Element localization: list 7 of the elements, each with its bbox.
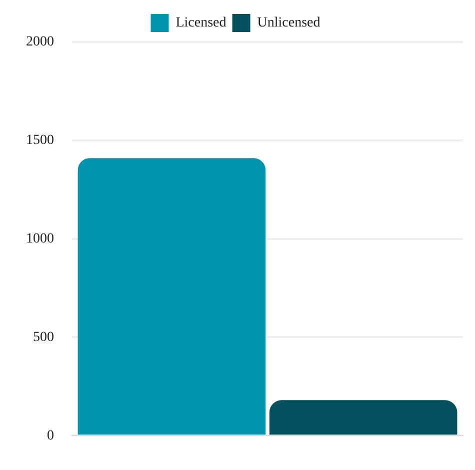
y-tick-label: 0 [47, 428, 54, 444]
y-tick-label: 500 [33, 330, 54, 345]
legend-label: Unlicensed [257, 16, 320, 31]
y-tick-label: 1500 [26, 133, 54, 148]
y-tick-label: 1000 [26, 231, 54, 246]
legend-label: Licensed [176, 16, 226, 31]
y-tick-label: 2000 [26, 34, 54, 50]
